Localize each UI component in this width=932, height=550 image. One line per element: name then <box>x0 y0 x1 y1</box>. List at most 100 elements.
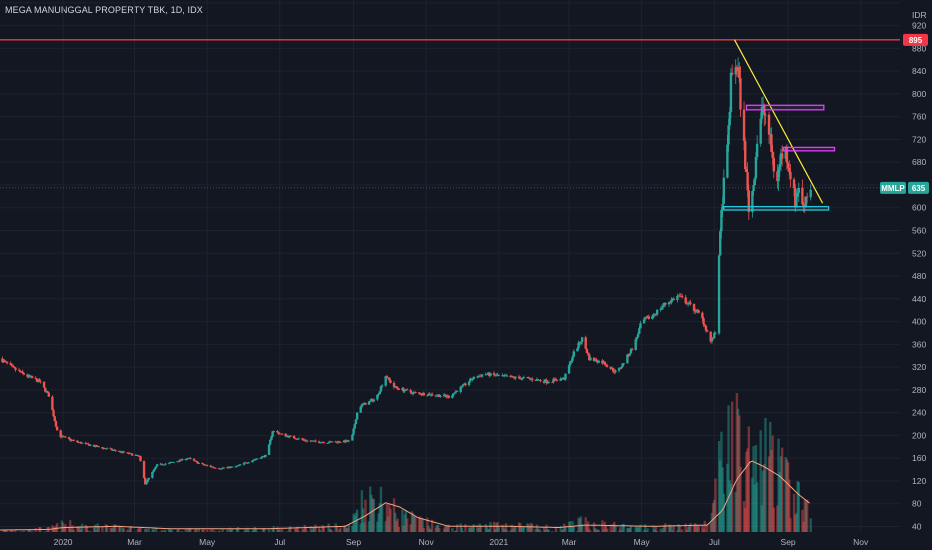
candle-body <box>160 463 164 465</box>
volume-bar <box>101 526 104 535</box>
time-tick-label: Mar <box>562 537 577 547</box>
candle-body <box>294 438 297 439</box>
candle-body <box>354 419 358 425</box>
volume-bar <box>344 525 347 535</box>
price-tick-label: 160 <box>912 453 926 463</box>
time-tick-label: Nov <box>853 537 869 547</box>
volume-bar <box>304 526 308 535</box>
candle-body <box>672 298 675 301</box>
candle-body <box>760 106 764 119</box>
volume-bar <box>188 528 191 535</box>
volume-bar <box>778 471 781 535</box>
candle-body <box>352 428 355 435</box>
volume-bar <box>588 528 591 535</box>
candle-body <box>805 196 809 198</box>
candle-body <box>371 399 374 402</box>
candle-body <box>528 377 531 379</box>
volume-bar <box>363 522 366 535</box>
candle-body <box>97 446 100 448</box>
volume-bar <box>739 466 742 535</box>
volume-bar <box>104 524 108 535</box>
volume-bar <box>113 524 116 535</box>
volume-bar <box>438 527 441 535</box>
candle-body <box>471 378 474 380</box>
volume-bar <box>395 520 398 535</box>
candle-body <box>319 442 322 444</box>
candle-body <box>652 315 655 316</box>
volume-bar <box>235 528 239 535</box>
volume-bar <box>736 408 740 535</box>
candle-body <box>522 377 525 379</box>
candle-body <box>747 190 750 213</box>
volume-bar <box>317 526 321 535</box>
candle-body <box>17 369 21 371</box>
time-tick-label: Jul <box>274 537 285 547</box>
price-tick-label: 760 <box>912 112 926 122</box>
candle-body <box>192 458 196 461</box>
volume-bar <box>339 527 342 535</box>
volume-bar <box>559 526 562 535</box>
volume-bar <box>129 526 133 535</box>
volume-bar <box>51 525 54 535</box>
candle-body <box>80 442 84 444</box>
volume-bar <box>536 528 540 535</box>
candle-body <box>22 373 25 375</box>
currency-label: IDR <box>912 10 927 20</box>
candle-body <box>321 442 324 443</box>
volume-bar <box>46 527 49 535</box>
candle-body <box>622 363 625 365</box>
candle-body <box>459 386 462 392</box>
last-price-tag <box>908 181 929 194</box>
volume-bar <box>76 526 79 535</box>
candle-body <box>280 433 284 435</box>
price-tags: 895 MMLP 635 <box>880 33 929 194</box>
time-tick-label: Sep <box>781 537 796 547</box>
volume-bar <box>376 521 379 535</box>
volume-bar <box>614 525 617 535</box>
volume-bar <box>564 527 567 535</box>
candle-body <box>460 385 464 387</box>
volume-bar <box>459 523 462 535</box>
candle-body <box>376 394 379 400</box>
volume-bar <box>464 524 467 535</box>
candle-body <box>603 361 606 365</box>
volume-bar <box>488 528 491 535</box>
volume-bar <box>230 528 234 535</box>
candle-body <box>692 303 696 311</box>
volume-bar <box>417 518 421 535</box>
candle-body <box>110 448 114 451</box>
volume-bar <box>611 523 615 535</box>
volume-bar <box>236 526 240 535</box>
volume-bar <box>97 526 100 535</box>
candle-body <box>86 443 90 445</box>
candle-body <box>217 468 221 470</box>
volume-bar <box>530 523 534 535</box>
candle-body <box>801 187 804 205</box>
volume-bar <box>94 524 97 535</box>
candle-body <box>703 324 706 326</box>
volume-bar <box>147 528 150 535</box>
volume-bar <box>667 525 671 535</box>
candle-body <box>547 381 550 383</box>
candlestick-series <box>1 57 812 485</box>
volume-bar <box>809 518 812 535</box>
candle-body <box>764 114 767 116</box>
candle-body <box>505 375 509 377</box>
candle-body <box>789 171 792 180</box>
volume-bar <box>669 524 672 535</box>
price-tick-label: 80 <box>912 499 922 509</box>
volume-bar <box>177 528 180 535</box>
candle-body <box>251 460 254 463</box>
volume-bar <box>594 527 597 535</box>
volume-bar <box>714 478 717 535</box>
price-tick-label: 480 <box>912 271 926 281</box>
volume-bar <box>136 528 140 535</box>
volume-bar <box>39 527 42 535</box>
candle-body <box>163 464 166 466</box>
candle-body <box>586 353 590 355</box>
volume-bar <box>313 526 316 535</box>
candle-body <box>230 466 234 468</box>
time-axis-background <box>0 532 932 550</box>
candle-body <box>260 456 264 459</box>
